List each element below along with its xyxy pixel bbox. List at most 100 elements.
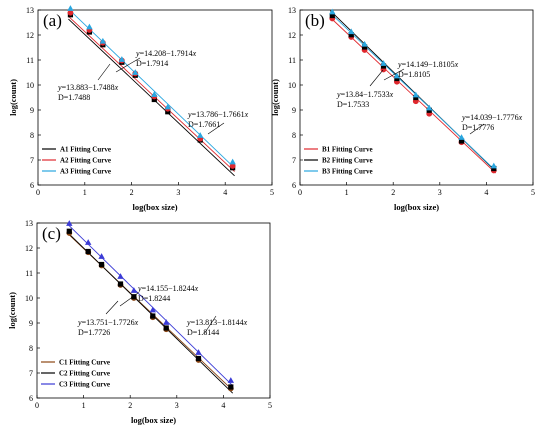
equation-label: y=14.208−1.7914x xyxy=(135,49,197,58)
data-point xyxy=(163,319,170,325)
equation-label: y=13.813−1.8144x xyxy=(186,318,248,327)
data-point xyxy=(380,60,387,66)
y-tick-label: 7 xyxy=(292,156,296,165)
legend-label: B3 Fitting Curve xyxy=(322,168,373,176)
y-tick-label: 8 xyxy=(292,131,296,140)
dimension-label: D=1.7488 xyxy=(58,93,90,102)
pointer-line xyxy=(469,123,485,135)
y-tick-label: 10 xyxy=(26,81,34,90)
data-point xyxy=(458,134,465,140)
equation-label: y=14.149−1.8105x xyxy=(397,60,459,69)
data-point xyxy=(165,109,171,115)
y-tick-label: 10 xyxy=(25,294,33,303)
dimension-label: D=1.7914 xyxy=(136,59,168,68)
data-point xyxy=(195,355,202,362)
pointer-line xyxy=(119,292,139,307)
x-axis-label: log(box size) xyxy=(394,202,439,212)
data-point xyxy=(348,28,355,35)
x-tick-label: 2 xyxy=(391,188,395,197)
plot-frame xyxy=(36,222,271,399)
x-axis-label: log(box size) xyxy=(132,202,177,212)
x-tick-label: 0 xyxy=(36,188,40,197)
fit-line-3 xyxy=(329,12,497,171)
legend-label: A1 Fitting Curve xyxy=(60,146,111,154)
data-point xyxy=(117,281,124,287)
x-tick-label: 3 xyxy=(175,401,179,410)
data-point xyxy=(426,104,433,111)
pointer-line xyxy=(207,122,225,135)
data-point xyxy=(98,261,105,268)
equation-label: y=13.883−1.7488x xyxy=(57,83,119,92)
data-point xyxy=(150,313,156,319)
x-tick-label: 5 xyxy=(270,188,274,197)
x-tick-label: 2 xyxy=(128,401,132,410)
data-point xyxy=(66,228,72,234)
x-axis-label: log(box size) xyxy=(131,415,176,425)
pointer-line xyxy=(203,315,217,335)
legend-label: A2 Fitting Curve xyxy=(60,157,111,165)
data-point xyxy=(66,220,73,226)
y-tick-label: 12 xyxy=(288,31,296,40)
data-point xyxy=(229,163,236,169)
y-axis-label: log(count) xyxy=(7,292,17,329)
data-point xyxy=(130,287,138,293)
data-point xyxy=(163,325,169,331)
data-point xyxy=(86,23,93,30)
data-point xyxy=(164,103,171,110)
pointer-line xyxy=(105,300,119,315)
x-tick-label: 1 xyxy=(345,188,349,197)
data-point xyxy=(195,349,202,355)
data-point xyxy=(98,253,105,259)
data-point xyxy=(67,9,74,16)
data-point xyxy=(227,377,235,383)
plot-frame xyxy=(299,9,534,186)
y-tick-label: 13 xyxy=(26,6,34,15)
data-point xyxy=(412,91,420,98)
x-tick-label: 4 xyxy=(223,188,227,197)
data-point xyxy=(151,91,158,97)
panel-label: (a) xyxy=(43,11,62,30)
panel-label: (b) xyxy=(305,11,325,30)
data-point xyxy=(361,44,368,50)
data-point xyxy=(329,8,336,15)
data-point xyxy=(118,56,126,62)
y-tick-label: 9 xyxy=(29,319,33,328)
fit-line-3 xyxy=(68,8,235,169)
x-tick-label: 2 xyxy=(130,188,134,197)
y-tick-label: 12 xyxy=(26,31,34,40)
data-point xyxy=(348,32,354,38)
dimension-label: D=1.8144 xyxy=(187,328,219,337)
y-tick-label: 6 xyxy=(29,394,33,403)
legend-label: C2 Fitting Curve xyxy=(59,370,110,378)
data-point xyxy=(394,75,400,82)
y-tick-label: 6 xyxy=(292,181,296,190)
dimension-label: D=1.7533 xyxy=(337,100,369,109)
plot-frame xyxy=(37,9,273,186)
x-tick-label: 5 xyxy=(268,401,272,410)
y-tick-label: 13 xyxy=(288,6,296,15)
data-point xyxy=(413,94,419,101)
y-tick-label: 6 xyxy=(30,181,34,190)
x-tick-label: 5 xyxy=(531,188,535,197)
legend-label: B1 Fitting Curve xyxy=(322,146,373,154)
y-tick-label: 11 xyxy=(288,56,296,65)
data-point xyxy=(99,37,107,44)
equation-label: y=13.786−1.7661x xyxy=(187,110,249,119)
legend-label: C1 Fitting Curve xyxy=(59,359,110,367)
pointer-line xyxy=(369,69,384,87)
equation-label: y=14.039−1.7776x xyxy=(461,113,523,122)
data-point xyxy=(85,239,92,245)
data-point xyxy=(197,132,204,138)
fit-line-2 xyxy=(68,16,235,172)
y-tick-label: 10 xyxy=(288,81,296,90)
data-point xyxy=(131,294,137,300)
panel-label: (c) xyxy=(42,224,61,243)
data-point xyxy=(67,5,74,11)
dimension-label: D=1.8105 xyxy=(398,70,430,79)
legend-label: C3 Fitting Curve xyxy=(59,381,110,389)
data-point xyxy=(393,72,401,79)
y-tick-label: 9 xyxy=(292,106,296,115)
